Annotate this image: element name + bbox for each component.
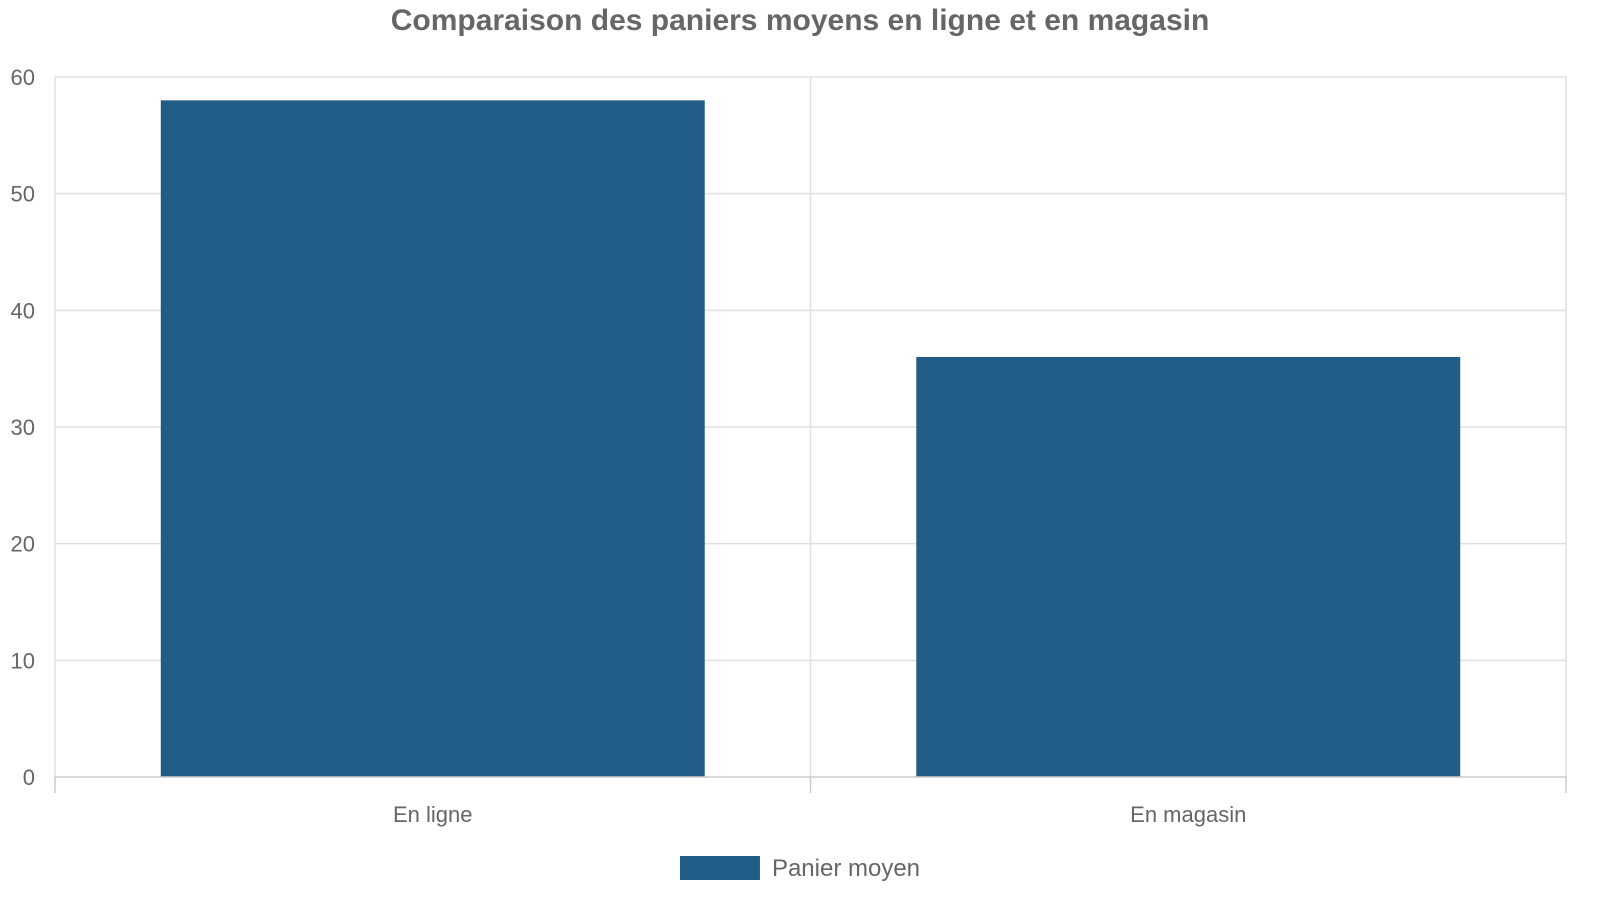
x-tick-label: En ligne: [393, 802, 473, 827]
y-tick-label: 40: [11, 298, 35, 323]
x-tick-label: En magasin: [1130, 802, 1246, 827]
axes: 0 10 20 30 40 50 60 En ligne En magasin: [11, 65, 1567, 827]
legend: Panier moyen: [679, 855, 920, 882]
y-tick-label: 50: [11, 182, 35, 207]
y-tick-label: 30: [11, 415, 35, 440]
bar-en-ligne: [160, 100, 705, 778]
y-tick-label: 20: [11, 532, 35, 557]
legend-label: Panier moyen: [772, 855, 920, 882]
legend-swatch: [679, 856, 760, 880]
y-tick-label: 10: [11, 648, 35, 673]
bar-en-magasin: [916, 357, 1461, 777]
y-tick-label: 60: [11, 65, 35, 90]
bars: [160, 100, 1461, 778]
y-tick-label: 0: [23, 765, 35, 790]
chart-title: Comparaison des paniers moyens en ligne …: [391, 4, 1210, 37]
